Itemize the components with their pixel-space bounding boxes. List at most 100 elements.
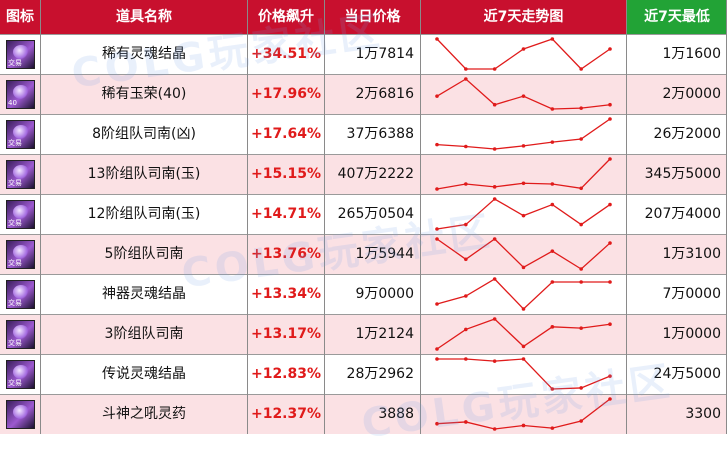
- trend-point: [464, 67, 468, 71]
- price-rise: +13.76%: [250, 246, 322, 262]
- soul-crystal-icon: 交易: [6, 40, 35, 69]
- item-name: 斗神之吼灵药: [102, 406, 186, 422]
- price-rise: +14.71%: [250, 206, 322, 222]
- trend-point: [492, 427, 497, 431]
- icon-cell: 交易: [0, 275, 40, 314]
- table-row: 交易 13阶组队司南(玉) +15.15% 407万2222 345万5000: [0, 154, 727, 194]
- bead-icon: 交易: [6, 320, 35, 349]
- trend-sparkline: [435, 117, 612, 151]
- trend-point: [608, 241, 612, 245]
- trend-point: [492, 197, 497, 201]
- price-rise: +13.17%: [250, 326, 322, 342]
- bead-icon: 交易: [6, 240, 35, 269]
- trend-point: [464, 420, 468, 424]
- table-row: 40 稀有玉荣(40) +17.96% 2万6816 2万0000: [0, 74, 727, 114]
- item-name: 12阶组队司南(玉): [87, 206, 201, 222]
- trend-point: [550, 202, 555, 207]
- trend-point: [608, 280, 612, 284]
- today-price: 1万5944: [355, 246, 414, 262]
- trend-point: [492, 237, 497, 241]
- item-name: 神器灵魂结晶: [102, 286, 186, 302]
- trend-point: [579, 67, 583, 71]
- today-price: 28万2962: [346, 366, 414, 382]
- trend-point: [435, 357, 439, 361]
- today-price: 2万6816: [355, 86, 414, 102]
- item-name: 传说灵魂结晶: [102, 366, 186, 382]
- trend-point: [579, 106, 583, 110]
- trend-point: [435, 187, 439, 191]
- icon-cell: 交易: [0, 115, 40, 154]
- soul-crystal-icon: 交易: [6, 280, 35, 309]
- price-rise: +13.34%: [250, 286, 322, 302]
- trend-point: [608, 117, 612, 121]
- trend-point: [521, 144, 526, 148]
- item-name: 稀有灵魂结晶: [102, 46, 186, 62]
- trend-sparkline: [435, 357, 612, 391]
- seven-day-low: 3300: [685, 406, 721, 422]
- trend-point: [608, 397, 612, 401]
- trend-sparkline: [435, 317, 612, 351]
- trend-point: [550, 426, 555, 430]
- table-row: 交易 稀有灵魂结晶 +34.51% 1万7814 1万1600: [0, 34, 727, 74]
- trend-point: [579, 326, 583, 330]
- trend-point: [464, 77, 468, 81]
- seven-day-low: 26万2000: [653, 126, 721, 142]
- table-row: 交易 传说灵魂结晶 +12.83% 28万2962 24万5000: [0, 354, 727, 394]
- trend-point: [608, 374, 612, 378]
- trend-point: [579, 222, 583, 227]
- table-row: 交易 5阶组队司南 +13.76% 1万5944 1万3100: [0, 234, 727, 274]
- trend-line: [437, 358, 611, 390]
- bead-icon: 交易: [6, 200, 35, 229]
- table-row: 交易 12阶组队司南(玉) +14.71% 265万0504 207万4000: [0, 194, 727, 234]
- trend-point: [579, 280, 583, 284]
- trend-point: [579, 386, 583, 390]
- trend-point: [550, 182, 555, 186]
- trend-point: [608, 202, 612, 207]
- trend-point: [579, 186, 583, 191]
- item-name: 8阶组队司南(凶): [92, 126, 196, 142]
- trend-point: [435, 421, 439, 426]
- today-price: 9万0000: [355, 286, 414, 302]
- trend-point: [521, 307, 526, 311]
- icon-cell: 交易: [0, 315, 40, 354]
- icon-cell: 交易: [0, 35, 40, 74]
- trend-point: [608, 322, 612, 327]
- trend-point: [464, 182, 468, 186]
- seven-day-low: 345万5000: [644, 166, 721, 182]
- trend-point: [464, 357, 468, 361]
- trend-line: [436, 318, 611, 350]
- seven-day-low: 1万0000: [662, 326, 721, 342]
- price-rise: +12.37%: [250, 406, 322, 422]
- trend-line: [436, 38, 611, 70]
- item-name: 3阶组队司南: [104, 326, 184, 342]
- today-price: 1万7814: [355, 46, 414, 62]
- trend-line: [436, 78, 611, 110]
- table-row: 交易 3阶组队司南 +13.17% 1万2124 1万0000: [0, 314, 727, 354]
- icon-cell: 交易: [0, 235, 40, 274]
- header-trend: 近7天走势图: [483, 9, 564, 25]
- header-price: 当日价格: [344, 9, 401, 25]
- icon-cell: [0, 395, 40, 434]
- seven-day-low: 7万0000: [662, 286, 721, 302]
- price-rise: +12.83%: [250, 366, 322, 382]
- price-rise: +17.64%: [250, 126, 322, 142]
- trend-point: [435, 94, 439, 98]
- icon-cell: 40: [0, 75, 40, 114]
- trend-point: [492, 67, 497, 71]
- trend-point: [550, 387, 555, 391]
- icon-cell: 交易: [0, 355, 40, 394]
- trend-point: [608, 157, 612, 161]
- trend-sparkline: [435, 277, 612, 311]
- trend-point: [435, 37, 439, 41]
- header-name: 道具名称: [116, 9, 172, 25]
- trend-point: [521, 344, 526, 349]
- icon-cell: 交易: [0, 155, 40, 194]
- trend-point: [464, 257, 468, 262]
- potion-icon: [6, 400, 35, 429]
- trend-point: [521, 357, 526, 361]
- trend-point: [521, 423, 526, 428]
- trend-point: [550, 140, 555, 144]
- price-rise: +34.51%: [250, 46, 322, 62]
- trend-line: [436, 278, 610, 310]
